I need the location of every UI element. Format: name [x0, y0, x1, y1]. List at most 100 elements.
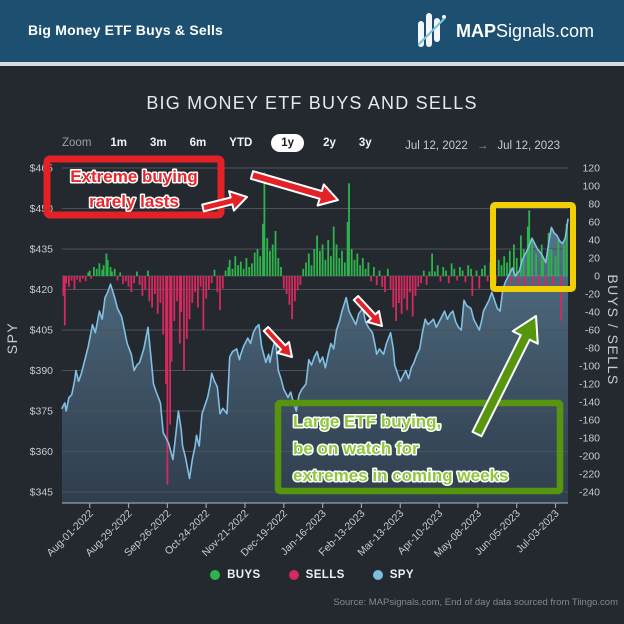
buy-bar [475, 270, 478, 276]
buy-bar [147, 270, 149, 276]
right-axis-tick: -180 [579, 433, 600, 445]
sell-bar [551, 276, 554, 285]
right-axis-tick: 40 [588, 235, 600, 247]
buy-bar [428, 271, 431, 276]
sell-bar [122, 276, 124, 285]
range-button-1m[interactable]: 1m [110, 137, 128, 149]
red-callout-box [43, 155, 225, 219]
right-axis-tick: 60 [588, 217, 600, 229]
buy-bar [508, 250, 511, 276]
buy-bar [481, 268, 483, 276]
sell-bar [296, 276, 299, 291]
sell-bar [532, 276, 535, 285]
red-arrow-icon [201, 190, 248, 213]
range-button-1y[interactable]: 1y [271, 134, 305, 152]
axis-labels: $465$450$435$420$405$390$375$360$3451201… [30, 163, 601, 499]
sell-bar [205, 276, 208, 299]
buy-bar [248, 267, 251, 276]
sell-bar [486, 276, 489, 282]
buy-bar [348, 183, 350, 276]
right-axis-tick: 20 [588, 253, 600, 265]
range-button-2y[interactable]: 2y [323, 137, 336, 149]
range-buttons: 1m 3m 6m YTD 1y 2y 3y [106, 134, 375, 152]
sell-bar [84, 276, 87, 282]
sell-bar [417, 276, 420, 287]
date-to[interactable]: Jul 12, 2023 [497, 140, 560, 152]
buy-bar [483, 265, 486, 276]
legend-item-sells[interactable]: SELLS [288, 569, 345, 581]
buy-bar [280, 267, 282, 276]
buy-bar [526, 226, 529, 276]
buy-bar [513, 244, 515, 276]
buy-bar [506, 262, 508, 276]
buy-bar [266, 238, 269, 276]
buy-bar [305, 262, 307, 276]
buy-bar [245, 258, 248, 276]
buy-bar [542, 259, 544, 276]
buy-bar [237, 265, 239, 276]
buy-bar [251, 263, 253, 276]
buy-bar [93, 267, 95, 276]
buy-bar [105, 253, 108, 276]
sell-bar [62, 276, 65, 296]
buy-bar [109, 267, 112, 276]
sell-bar [282, 276, 285, 289]
legend-label: SPY [389, 569, 414, 581]
range-button-3m[interactable]: 3m [150, 137, 167, 149]
sell-bar [285, 276, 288, 294]
page-title: Big Money ETF Buys & Sells [28, 22, 224, 38]
buy-bar [470, 268, 472, 276]
sell-bar [411, 276, 414, 317]
date-range[interactable]: Jul 12, 2022 → Jul 12, 2023 [405, 140, 560, 152]
sell-bar [288, 276, 291, 305]
sell-bar [176, 276, 178, 302]
green-callout-text: extremes in coming weeks [293, 466, 508, 485]
header-bar: Big Money ETF Buys & Sells MAPSignals.co… [0, 0, 624, 62]
zoom-toolbar: Zoom 1m 3m 6m YTD 1y 2y 3y [62, 134, 376, 152]
range-button-ytd[interactable]: YTD [229, 137, 253, 149]
buy-bar [356, 253, 359, 276]
sell-bar [403, 276, 406, 299]
sell-bar [299, 276, 302, 285]
buy-bar [242, 268, 245, 276]
sell-bar [81, 276, 84, 279]
sell-bar [162, 276, 165, 335]
sell-bar [185, 276, 188, 339]
range-button-6m[interactable]: 6m [189, 137, 207, 149]
sell-bar [221, 276, 224, 289]
spy-area-fill [62, 219, 568, 504]
sell-bar [70, 276, 73, 281]
range-button-3y[interactable]: 3y [358, 137, 372, 149]
sell-bar [180, 276, 183, 312]
legend-item-buys[interactable]: BUYS [210, 569, 261, 581]
legend-item-spy[interactable]: SPY [372, 569, 414, 581]
mapsignals-bars-icon [417, 13, 446, 47]
sell-bar [294, 276, 296, 302]
sell-bar [194, 276, 196, 293]
buy-bar [269, 250, 271, 276]
sell-bar [439, 276, 442, 282]
legend-dot-icon [210, 570, 221, 580]
sell-bar [169, 276, 171, 425]
buy-bar [324, 259, 327, 276]
buy-bar [319, 250, 321, 276]
sell-bar [291, 276, 293, 320]
sell-bar [420, 276, 422, 284]
date-from[interactable]: Jul 12, 2022 [405, 140, 468, 152]
sell-bar [395, 276, 397, 321]
sell-bar [392, 276, 395, 308]
buy-bar [95, 268, 98, 276]
sell-bar [68, 276, 70, 287]
sell-bar [471, 276, 474, 296]
right-axis-tick: -200 [579, 451, 600, 463]
left-axis-tick: $435 [30, 244, 54, 256]
buy-bar [335, 244, 338, 276]
buy-bar [497, 259, 500, 276]
sell-bar [425, 276, 428, 285]
sell-bar [63, 276, 66, 326]
buy-bar [554, 256, 557, 276]
buy-bar [263, 172, 266, 276]
buy-bar [277, 258, 280, 276]
